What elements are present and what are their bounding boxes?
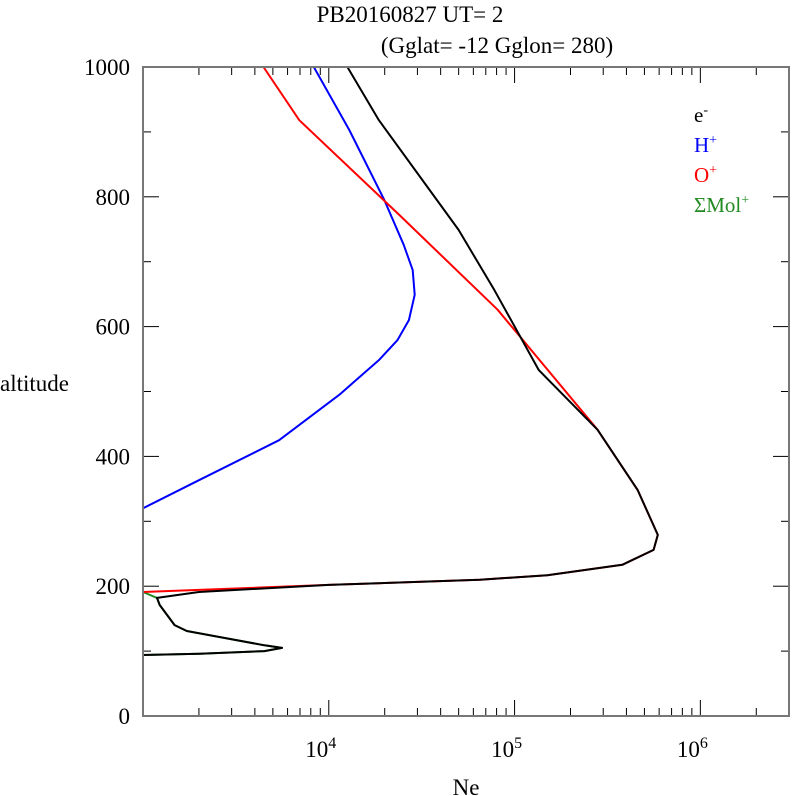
y-tick-label: 400 bbox=[96, 444, 131, 469]
plot-frame bbox=[142, 66, 790, 717]
legend-entry: H+ bbox=[694, 133, 717, 157]
y-tick-label: 800 bbox=[96, 185, 131, 210]
legend: e- H+ O+ ΣMol+ bbox=[694, 103, 749, 217]
y-tick-label: 0 bbox=[119, 704, 131, 729]
y-axis-label: altitude bbox=[0, 371, 69, 396]
y-tick-label: 200 bbox=[96, 574, 131, 599]
x-tick-label: 106 bbox=[677, 735, 708, 762]
series-line-1 bbox=[142, 66, 416, 510]
legend-entry: ΣMol+ bbox=[694, 193, 749, 217]
x-axis-label: Ne bbox=[453, 775, 480, 796]
legend-entry: e- bbox=[694, 103, 708, 127]
series-line-2 bbox=[142, 66, 659, 593]
chart-title: PB20160827 UT= 2 bbox=[317, 2, 504, 27]
x-tick-label: 105 bbox=[491, 735, 522, 762]
chart-subtitle: (Gglat= -12 Gglon= 280) bbox=[381, 33, 613, 58]
y-tick-label: 1000 bbox=[84, 55, 130, 80]
y-tick-label: 600 bbox=[96, 315, 131, 340]
legend-entry: O+ bbox=[694, 163, 717, 187]
x-tick-label: 104 bbox=[305, 735, 336, 762]
series-line-0 bbox=[142, 66, 659, 656]
